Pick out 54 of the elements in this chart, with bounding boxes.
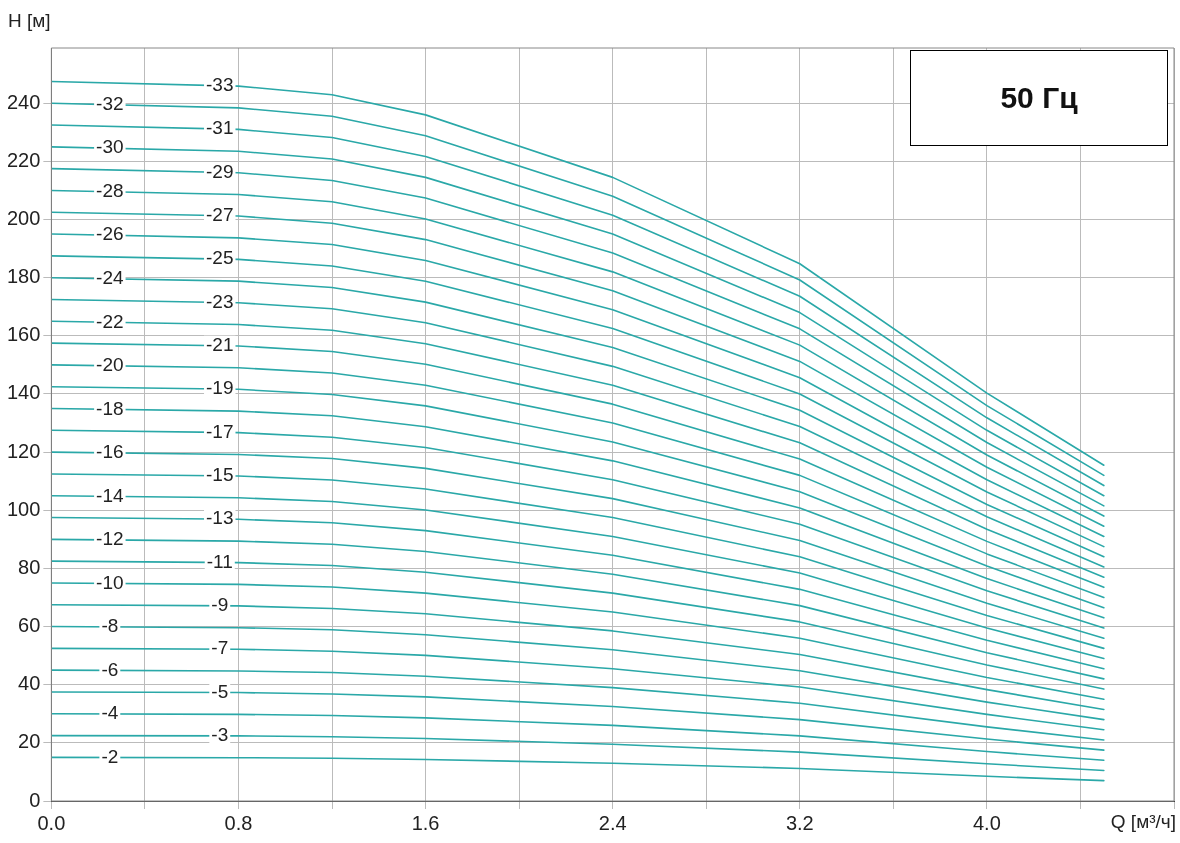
- series-label: -16: [96, 441, 124, 463]
- series-label: -22: [96, 310, 124, 332]
- series-label: -30: [96, 136, 124, 158]
- series-label: -7: [211, 637, 229, 659]
- x-axis-title: Q [м³/ч]: [1110, 810, 1176, 832]
- y-tick-label: 0: [29, 788, 41, 811]
- series-label: -19: [206, 377, 234, 399]
- y-tick-label: 40: [18, 672, 41, 695]
- series-label: -27: [206, 203, 234, 225]
- y-tick-label: 160: [6, 323, 41, 346]
- series-label: -6: [101, 658, 119, 680]
- series-label: -26: [96, 223, 124, 245]
- y-tick-label: 140: [6, 381, 41, 404]
- y-tick-label: 20: [18, 730, 41, 753]
- y-tick-label: 100: [6, 497, 41, 520]
- series-label: -3: [211, 724, 229, 746]
- x-tick-label: 1.6: [411, 811, 440, 834]
- y-tick-label: 220: [6, 148, 41, 171]
- series-label: -18: [96, 397, 124, 419]
- series-label: -17: [206, 420, 234, 442]
- x-tick-label: 3.2: [785, 811, 814, 834]
- label-box: 50 Гц: [910, 50, 1168, 146]
- x-tick-label: 4.0: [972, 811, 1001, 834]
- series-label: -28: [96, 179, 124, 201]
- x-tick-label: 2.4: [598, 811, 627, 834]
- series-label: -11: [206, 550, 233, 572]
- series-label: -33: [206, 73, 234, 95]
- series-label: -15: [206, 463, 234, 485]
- series-label: -2: [101, 745, 119, 767]
- y-tick-label: 180: [6, 265, 41, 288]
- series-label: -32: [96, 92, 124, 114]
- x-tick-label: 0.0: [37, 811, 66, 834]
- y-tick-label: 60: [18, 614, 41, 637]
- y-tick-label: 200: [6, 207, 41, 230]
- series-label: -23: [206, 290, 234, 312]
- series-label: -13: [206, 507, 234, 529]
- series-label: -31: [206, 117, 234, 139]
- series-label: -20: [96, 354, 124, 376]
- series-label: -9: [211, 594, 229, 616]
- series-label: -8: [101, 615, 119, 637]
- series-label: -4: [101, 702, 119, 724]
- series-label: -5: [211, 680, 229, 702]
- series-label: -10: [96, 571, 124, 593]
- y-tick-label: 80: [18, 555, 41, 578]
- series-label: -29: [206, 160, 234, 182]
- series-label: -25: [206, 247, 234, 269]
- series-label: -14: [96, 484, 124, 506]
- y-axis-title: H [м]: [8, 10, 51, 32]
- x-tick-label: 0.8: [224, 811, 253, 834]
- y-tick-label: 120: [6, 439, 41, 462]
- y-tick-label: 240: [6, 90, 41, 113]
- series-label: -21: [206, 333, 234, 355]
- series-label: -12: [96, 528, 124, 550]
- series-label: -24: [96, 267, 124, 288]
